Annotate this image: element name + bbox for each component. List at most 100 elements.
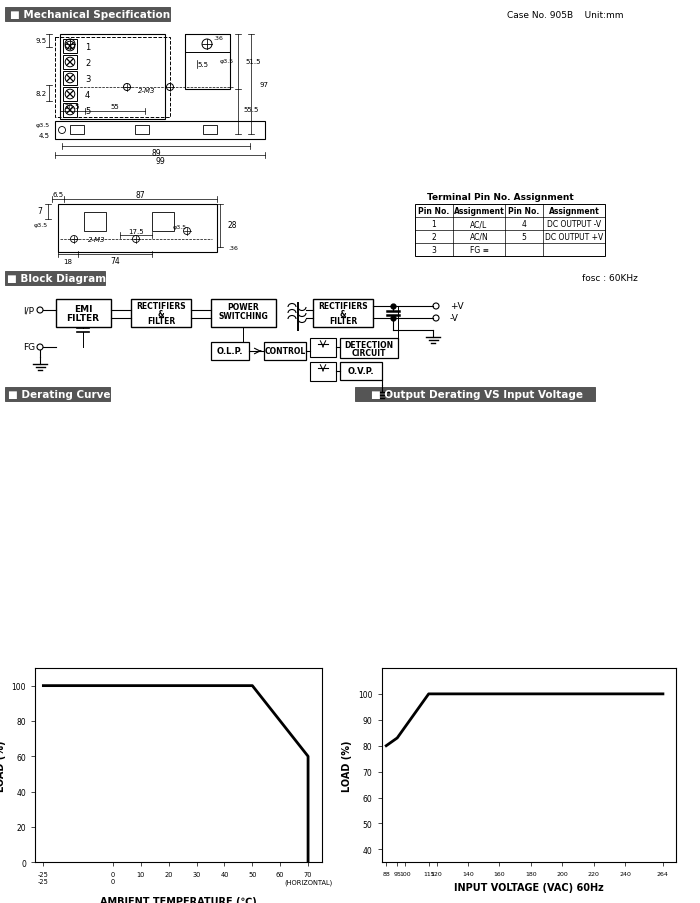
Text: 7: 7 bbox=[38, 208, 43, 216]
Bar bbox=[185, 35, 230, 53]
Text: CONTROL: CONTROL bbox=[265, 347, 306, 356]
Bar bbox=[313, 300, 373, 328]
X-axis label: AMBIENT TEMPERATURE (℃): AMBIENT TEMPERATURE (℃) bbox=[100, 896, 257, 903]
Text: 5: 5 bbox=[522, 233, 526, 242]
Text: FILTER: FILTER bbox=[66, 314, 99, 323]
Text: 8.2: 8.2 bbox=[36, 91, 47, 97]
Text: FILTER: FILTER bbox=[329, 317, 357, 326]
Text: 3: 3 bbox=[432, 246, 436, 255]
Text: RECTIFIERS: RECTIFIERS bbox=[136, 303, 186, 312]
Text: 5.5: 5.5 bbox=[197, 62, 209, 68]
Bar bbox=[211, 300, 276, 328]
Bar bbox=[5, 387, 110, 402]
Text: FG: FG bbox=[23, 343, 35, 352]
Text: 1: 1 bbox=[85, 42, 90, 51]
Text: SWITCHING: SWITCHING bbox=[218, 312, 268, 321]
Text: 89: 89 bbox=[151, 148, 161, 157]
Text: -V: -V bbox=[450, 314, 459, 323]
Text: 87: 87 bbox=[135, 191, 145, 200]
Text: DC OUTPUT +V: DC OUTPUT +V bbox=[545, 233, 603, 242]
Text: POWER: POWER bbox=[227, 303, 259, 312]
Text: Assignment: Assignment bbox=[549, 207, 599, 216]
Bar bbox=[60, 35, 165, 120]
Text: 97: 97 bbox=[259, 82, 268, 88]
Bar bbox=[63, 56, 77, 70]
Text: 2: 2 bbox=[85, 59, 90, 68]
Y-axis label: LOAD (%): LOAD (%) bbox=[0, 740, 6, 791]
Text: .36: .36 bbox=[228, 246, 238, 250]
Bar bbox=[55, 122, 265, 140]
Bar bbox=[211, 342, 249, 360]
Text: 4: 4 bbox=[85, 90, 90, 99]
Bar bbox=[131, 300, 191, 328]
Text: 1: 1 bbox=[432, 219, 436, 228]
Text: Terminal Pin No. Assignment: Terminal Pin No. Assignment bbox=[426, 192, 573, 201]
Text: 28: 28 bbox=[228, 221, 237, 230]
Bar bbox=[56, 300, 111, 328]
Text: 9.5: 9.5 bbox=[36, 38, 47, 44]
Text: Case No. 905B    Unit:mm: Case No. 905B Unit:mm bbox=[507, 11, 623, 20]
Bar bbox=[63, 40, 77, 54]
Bar bbox=[310, 339, 336, 358]
Text: Assignment: Assignment bbox=[454, 207, 505, 216]
Bar bbox=[355, 387, 595, 402]
Bar bbox=[63, 88, 77, 102]
Text: 74: 74 bbox=[110, 257, 120, 266]
Text: DC OUTPUT -V: DC OUTPUT -V bbox=[547, 219, 601, 228]
Text: .36: .36 bbox=[213, 36, 223, 42]
Text: ■ Mechanical Specification: ■ Mechanical Specification bbox=[10, 11, 170, 21]
Bar bbox=[203, 126, 217, 135]
Text: 20.5: 20.5 bbox=[64, 104, 80, 110]
Text: 4.5: 4.5 bbox=[39, 133, 50, 139]
Bar bbox=[70, 126, 84, 135]
Bar bbox=[84, 213, 106, 232]
Text: AC/L: AC/L bbox=[470, 219, 488, 228]
Bar bbox=[340, 339, 398, 358]
Text: &: & bbox=[158, 310, 164, 319]
Bar bbox=[152, 213, 174, 232]
Bar bbox=[310, 363, 336, 382]
Text: 2: 2 bbox=[432, 233, 436, 242]
Text: 2-M3: 2-M3 bbox=[139, 88, 155, 94]
Bar bbox=[264, 342, 306, 360]
Text: 17.5: 17.5 bbox=[128, 228, 144, 235]
Text: φ3.5: φ3.5 bbox=[34, 223, 48, 228]
Bar bbox=[55, 38, 170, 118]
Text: ■ Output Derating VS Input Voltage: ■ Output Derating VS Input Voltage bbox=[371, 389, 583, 399]
Bar bbox=[63, 72, 77, 86]
Bar bbox=[58, 205, 217, 253]
Text: ■ Derating Curve: ■ Derating Curve bbox=[8, 389, 111, 399]
Text: Pin No.: Pin No. bbox=[508, 207, 540, 216]
Bar bbox=[5, 272, 105, 285]
Text: AC/N: AC/N bbox=[470, 233, 489, 242]
Text: FG ≡: FG ≡ bbox=[470, 246, 489, 255]
Text: φ3.5: φ3.5 bbox=[36, 123, 50, 127]
X-axis label: INPUT VOLTAGE (VAC) 60Hz: INPUT VOLTAGE (VAC) 60Hz bbox=[454, 882, 603, 892]
Text: I/P: I/P bbox=[23, 306, 34, 315]
Bar bbox=[185, 35, 230, 90]
Text: EMI: EMI bbox=[74, 305, 92, 314]
Bar bbox=[63, 104, 77, 118]
Text: 18: 18 bbox=[64, 259, 73, 265]
Text: CIRCUIT: CIRCUIT bbox=[351, 349, 386, 358]
Text: Pin No.: Pin No. bbox=[419, 207, 449, 216]
Text: FILTER: FILTER bbox=[147, 317, 175, 326]
Text: fosc : 60KHz: fosc : 60KHz bbox=[582, 275, 638, 284]
Bar bbox=[340, 363, 382, 380]
Text: 55.5: 55.5 bbox=[243, 107, 258, 113]
Text: 99: 99 bbox=[155, 157, 165, 166]
Text: 2-M3: 2-M3 bbox=[88, 237, 106, 243]
Text: 4: 4 bbox=[522, 219, 526, 228]
Text: 3: 3 bbox=[85, 74, 90, 83]
Text: φ3.5: φ3.5 bbox=[220, 60, 234, 64]
Text: O.L.P.: O.L.P. bbox=[217, 347, 244, 356]
Text: ■ Block Diagram: ■ Block Diagram bbox=[8, 274, 106, 284]
Text: O.V.P.: O.V.P. bbox=[348, 368, 374, 376]
Text: 6.5: 6.5 bbox=[52, 191, 64, 198]
Bar bbox=[415, 205, 605, 256]
Bar bbox=[5, 8, 170, 22]
Text: &: & bbox=[340, 310, 346, 319]
Text: DETECTION: DETECTION bbox=[344, 341, 393, 350]
Text: 55: 55 bbox=[111, 104, 120, 110]
Text: 5: 5 bbox=[85, 107, 90, 116]
